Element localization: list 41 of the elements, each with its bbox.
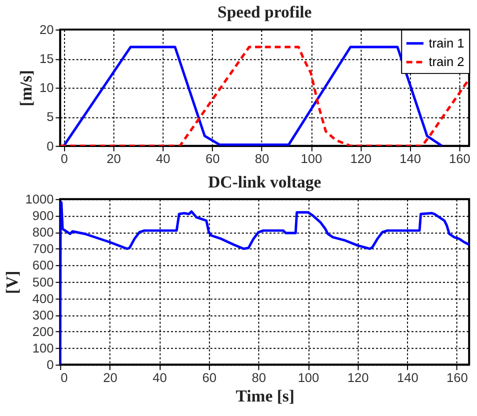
y-tick-label: 700 <box>32 241 54 256</box>
y-tick-label: 200 <box>32 324 54 339</box>
x-tick-label: 20 <box>103 370 118 385</box>
y-tick-label: 10 <box>39 80 54 96</box>
y-tick-label: 100 <box>32 340 54 356</box>
x-tick-label: 100 <box>298 370 320 385</box>
x-tick-label: 140 <box>396 370 418 385</box>
x-tick-label: 20 <box>106 151 121 166</box>
y-tick-label: 300 <box>32 307 54 322</box>
x-tick-label: 60 <box>202 370 216 385</box>
chart-title: Speed profile <box>218 2 312 22</box>
x-tick-label: 40 <box>156 151 170 166</box>
y-tick-label: 900 <box>32 208 54 224</box>
x-tick-label: 0 <box>60 370 68 385</box>
y-tick-label: 400 <box>32 290 54 306</box>
x-tick-label: 0 <box>60 151 68 166</box>
x-tick-label: 80 <box>252 370 266 385</box>
y-axis-title: [V] <box>2 270 22 294</box>
x-tick-label: 80 <box>254 151 270 166</box>
x-tick-label: 120 <box>347 370 369 385</box>
legend-label: train 1 <box>428 35 464 50</box>
y-tick-label: 500 <box>32 274 54 290</box>
y-tick-label: 5 <box>46 109 54 124</box>
x-tick-label: 140 <box>400 151 421 166</box>
chart-title: DC-link voltage <box>208 172 322 192</box>
x-tick-label: 40 <box>152 370 167 385</box>
x-tick-label: 100 <box>300 151 322 166</box>
x-tick-label: 160 <box>449 151 470 166</box>
legend-label: train 2 <box>428 54 464 70</box>
x-tick-label: 160 <box>446 370 468 385</box>
y-tick-label: 0 <box>46 357 54 372</box>
y-tick-label: 20 <box>39 22 54 38</box>
y-tick-label: 800 <box>32 224 54 240</box>
x-tick-label: 120 <box>350 151 372 166</box>
x-tick-label: 60 <box>205 151 220 166</box>
y-tick-label: 15 <box>39 51 54 66</box>
y-tick-label: 0 <box>46 138 54 154</box>
y-tick-label: 600 <box>32 258 54 273</box>
y-tick-label: 1000 <box>25 192 54 207</box>
y-axis-title: [m/s] <box>16 70 36 106</box>
x-axis-title: Time [s] <box>236 386 294 406</box>
